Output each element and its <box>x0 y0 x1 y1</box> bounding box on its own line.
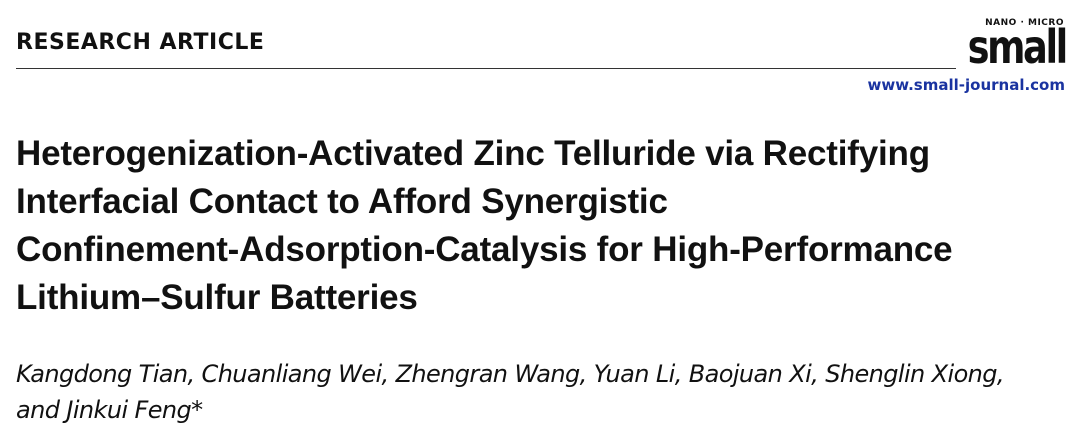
title-line: Confinement-Adsorption-Catalysis for Hig… <box>16 230 953 269</box>
author-line: Kangdong Tian, Chuanliang Wei, Zhengran … <box>16 360 1005 388</box>
title-line: Heterogenization-Activated Zinc Tellurid… <box>16 134 930 173</box>
journal-logo: small <box>967 20 1069 74</box>
journal-url[interactable]: www.small-journal.com <box>867 76 1066 94</box>
title-line: Interfacial Contact to Afford Synergisti… <box>16 182 668 221</box>
header-rule <box>16 68 956 69</box>
author-line: and Jinkui Feng* <box>16 396 203 424</box>
section-label: RESEARCH ARTICLE <box>16 30 265 55</box>
title-line: Lithium–Sulfur Batteries <box>16 278 418 317</box>
journal-tag: NANO · MICRO <box>985 18 1064 28</box>
article-title: Heterogenization-Activated Zinc Tellurid… <box>16 130 953 322</box>
author-list: Kangdong Tian, Chuanliang Wei, Zhengran … <box>16 356 1005 428</box>
